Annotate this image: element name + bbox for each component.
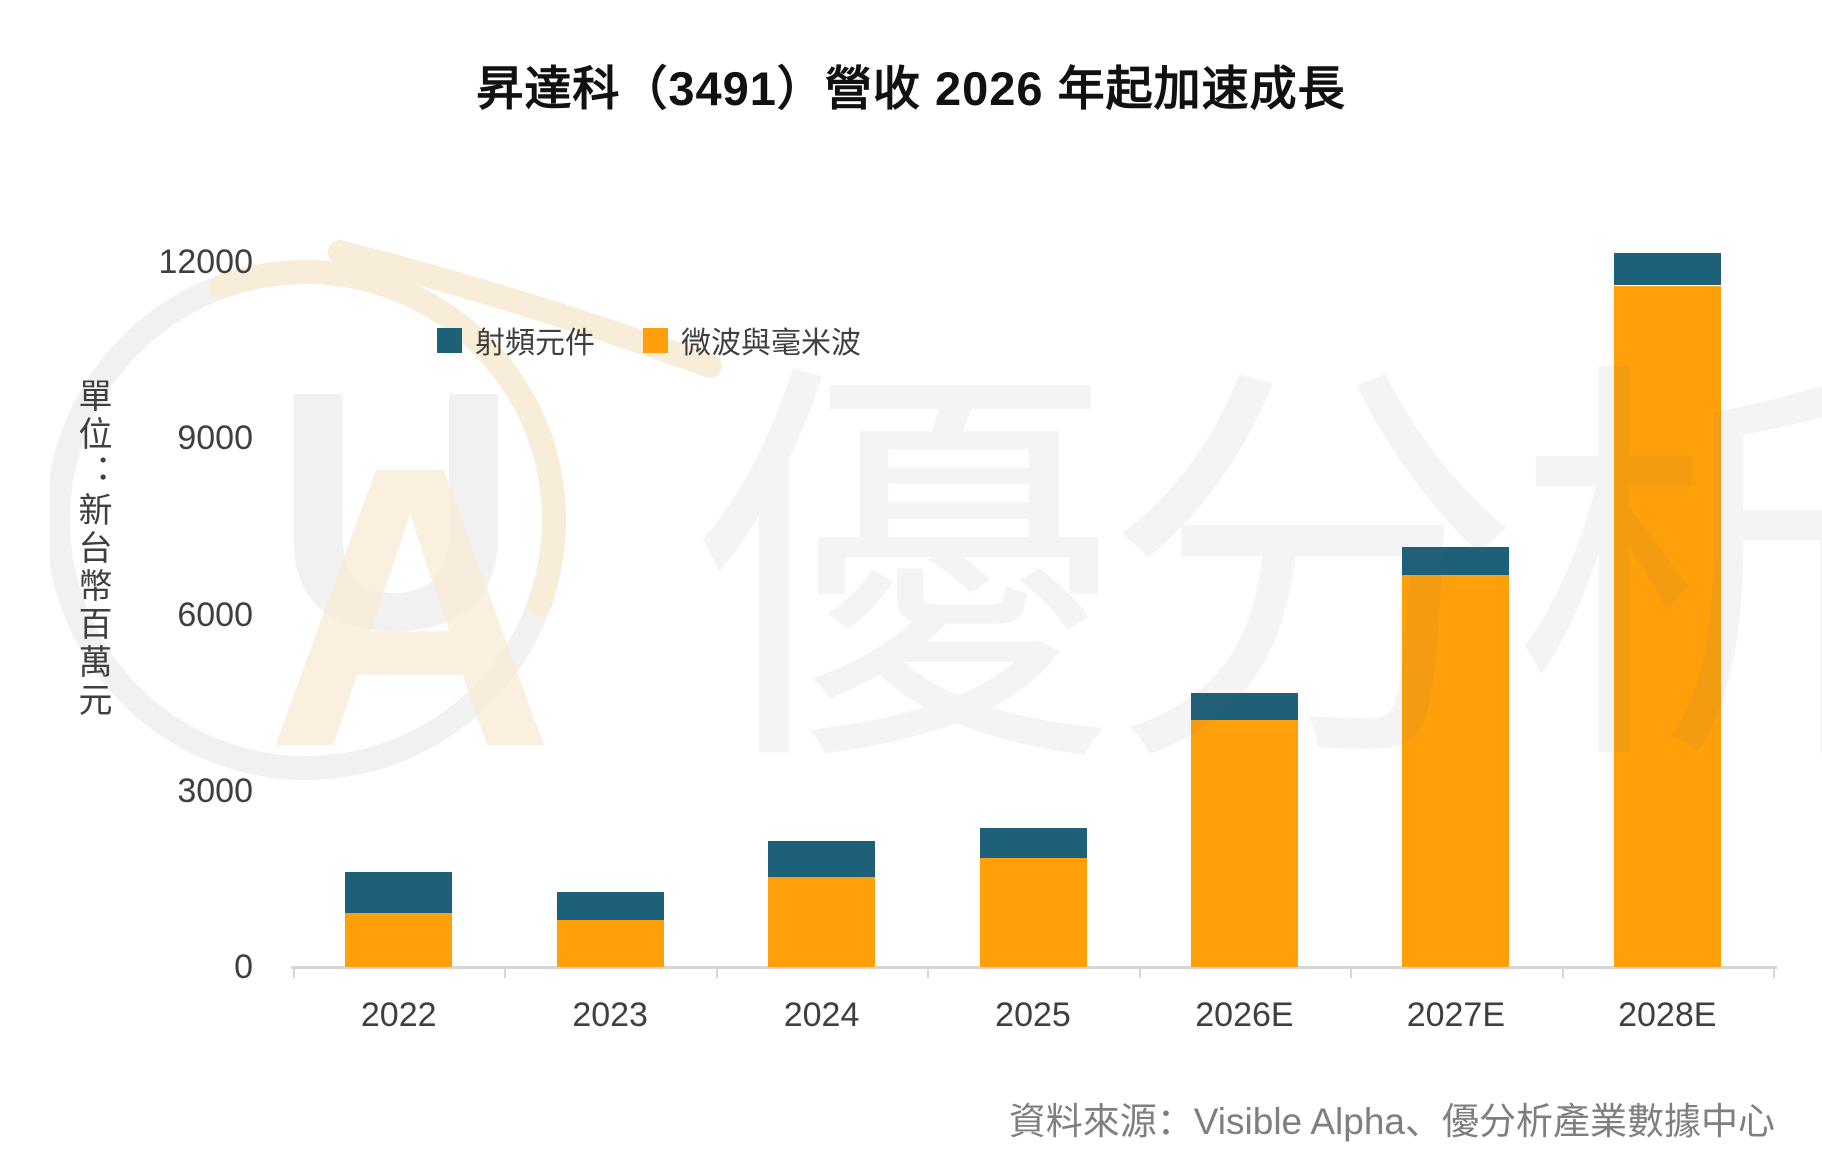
x-axis-label-2023: 2023 bbox=[572, 996, 648, 1034]
y-tick-label-0: 0 bbox=[234, 948, 253, 986]
legend-swatch-microwave-icon bbox=[643, 327, 668, 353]
x-axis-tick-mark bbox=[715, 966, 718, 978]
bar-segment-microwave-2024 bbox=[768, 876, 876, 967]
bar-segment-rf-2025 bbox=[979, 827, 1087, 859]
y-tick-label-3000: 3000 bbox=[177, 771, 253, 810]
x-axis-tick-mark bbox=[927, 966, 930, 978]
bar-segment-microwave-2025 bbox=[979, 858, 1087, 967]
source-note: 資料來源：Visible Alpha、優分析產業數據中心 bbox=[1008, 1101, 1775, 1142]
x-axis-tick-mark bbox=[504, 966, 507, 978]
y-tick-label-9000: 9000 bbox=[177, 419, 253, 458]
x-axis-label-2026E: 2026E bbox=[1195, 996, 1294, 1034]
bar-segment-rf-2022 bbox=[345, 871, 453, 913]
x-axis-line bbox=[291, 966, 1777, 969]
bar-segment-rf-2023 bbox=[556, 891, 664, 920]
legend-label-microwave: 微波與毫米波 bbox=[681, 327, 861, 360]
x-axis-tick-mark bbox=[1773, 966, 1775, 978]
ua-logo-watermark: U A bbox=[50, 240, 722, 800]
bar-segment-rf-2026E bbox=[1190, 692, 1298, 721]
x-axis-label-2022: 2022 bbox=[360, 996, 437, 1034]
bar-segment-rf-2028E bbox=[1613, 252, 1721, 286]
bar-segment-microwave-2027E bbox=[1402, 575, 1510, 967]
logo-letter-a: A bbox=[266, 383, 555, 800]
x-axis-tick-mark bbox=[293, 966, 295, 978]
legend-label-rf: 射頻元件 bbox=[475, 327, 595, 360]
bar-segment-microwave-2023 bbox=[556, 920, 664, 967]
bar-segment-microwave-2022 bbox=[345, 912, 453, 967]
x-axis-label-2028E: 2028E bbox=[1618, 996, 1717, 1034]
x-axis-label-2024: 2024 bbox=[783, 996, 860, 1034]
logo-circle-cream-arc bbox=[209, 260, 566, 617]
logo-letter-u: U bbox=[273, 321, 519, 701]
bar-segment-rf-2027E bbox=[1402, 546, 1510, 576]
legend-swatch-rf-icon bbox=[437, 327, 462, 353]
legend-item-microwave: 微波與毫米波 bbox=[643, 318, 861, 362]
y-tick-label-12000: 12000 bbox=[158, 243, 253, 281]
x-axis-label-2027E: 2027E bbox=[1406, 996, 1506, 1034]
y-axis-title: 單位：新台幣百萬元 bbox=[73, 378, 111, 720]
y-tick-label-6000: 6000 bbox=[177, 595, 253, 634]
x-axis-tick-mark bbox=[1350, 966, 1353, 978]
bar-segment-rf-2024 bbox=[768, 841, 876, 877]
legend-item-rf: 射頻元件 bbox=[437, 318, 595, 362]
bar-segment-microwave-2026E bbox=[1190, 720, 1298, 967]
legend: 射頻元件 微波與毫米波 bbox=[437, 318, 861, 362]
bar-segment-microwave-2028E bbox=[1613, 285, 1721, 967]
x-axis-tick-mark bbox=[1561, 966, 1564, 978]
chart-title: 昇達科（3491）營收 2026 年起加速成長 bbox=[476, 62, 1346, 115]
x-axis-tick-mark bbox=[1138, 966, 1141, 978]
x-axis-label-2025: 2025 bbox=[995, 996, 1071, 1034]
